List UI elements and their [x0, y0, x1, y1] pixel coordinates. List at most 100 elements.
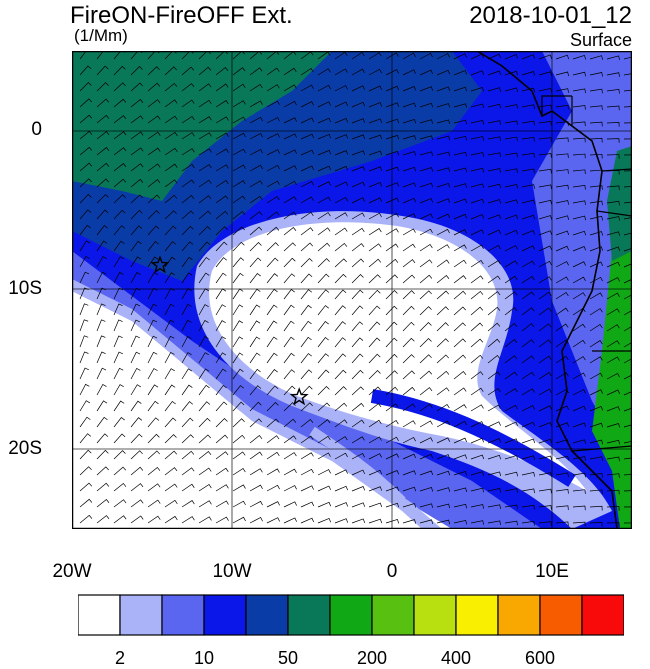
wind-barb [232, 418, 245, 428]
wind-barb [385, 370, 398, 380]
wind-barb [453, 454, 468, 460]
wind-barb [300, 452, 314, 460]
wind-barb [487, 103, 501, 109]
wind-barb [487, 338, 501, 348]
wind-barb [555, 505, 569, 510]
wind-barb [368, 274, 381, 284]
wind-barb [606, 277, 620, 284]
wind-barb [147, 147, 161, 156]
wind-barb [470, 53, 484, 60]
wind-barb [198, 516, 212, 524]
wind-barb [419, 213, 433, 220]
x-tick-label-10e: 10E [535, 561, 569, 582]
wind-barb [606, 200, 620, 206]
wind-barb [164, 272, 176, 284]
wind-barb [623, 106, 632, 108]
wind-barb [181, 319, 192, 332]
wind-barb [521, 136, 535, 142]
wind-barb [164, 499, 178, 508]
wind-barb [198, 483, 212, 492]
wind-barb [555, 372, 569, 380]
wind-barb [164, 131, 178, 140]
wind-barb [130, 319, 140, 332]
wind-barb [351, 469, 365, 476]
wind-barb [623, 263, 632, 268]
wind-barb [96, 367, 107, 380]
wind-barb [266, 288, 278, 300]
wind-barb [249, 368, 261, 380]
wind-barb [232, 467, 246, 476]
wind-barb [368, 305, 381, 316]
wind-barb [453, 119, 467, 125]
wind-barb [470, 244, 484, 252]
wind-barb [232, 211, 246, 220]
wind-barb [232, 241, 245, 252]
wind-barb [198, 417, 211, 428]
wind-barb [368, 68, 382, 76]
wind-barb [419, 338, 432, 348]
wind-barb [436, 151, 451, 157]
wind-barb [504, 104, 518, 109]
wind-barb [368, 386, 382, 396]
wind-barb [215, 467, 229, 476]
wind-barb [181, 163, 195, 172]
wind-barb [572, 356, 586, 364]
wind-barb [130, 256, 142, 268]
wind-barb [470, 338, 484, 348]
wind-barb [606, 154, 620, 159]
wind-barb [181, 303, 192, 316]
wind-barb [436, 420, 450, 428]
level-label: Surface [569, 30, 632, 50]
wind-barb [538, 54, 553, 60]
wind-barb [232, 164, 246, 172]
wind-barb [249, 336, 261, 348]
wind-barb [113, 319, 123, 332]
wind-barb [164, 483, 178, 492]
wind-barb [147, 433, 160, 444]
wind-barb [538, 245, 552, 252]
wind-barb [215, 500, 229, 508]
wind-barb [572, 105, 586, 110]
wind-barb [623, 217, 632, 220]
wind-barb [147, 515, 161, 524]
wind-barb [147, 82, 161, 92]
wind-barb [555, 472, 569, 478]
wind-barb [113, 303, 123, 316]
wind-barb [555, 88, 569, 93]
wind-barb [385, 274, 398, 284]
wind-barb [419, 182, 434, 188]
wind-barb [589, 185, 603, 190]
wind-barb [283, 257, 296, 268]
wind-barb [351, 486, 366, 492]
wind-barb [402, 290, 415, 300]
wind-barb [266, 501, 280, 508]
wind-barb [623, 473, 632, 476]
wind-barb [368, 134, 383, 140]
wind-barb [181, 66, 195, 76]
wind-barb [606, 406, 621, 412]
wind-barb [198, 467, 212, 476]
wind-barb [538, 184, 552, 190]
wind-barb [555, 489, 569, 494]
wind-barb [385, 420, 399, 428]
wind-barb [300, 336, 312, 348]
wind-barb [317, 321, 329, 332]
wind-barb [130, 450, 143, 460]
wind-barb [402, 370, 415, 380]
wind-barb [215, 164, 229, 172]
wind-barb [470, 214, 485, 220]
wind-barb [589, 372, 603, 380]
wind-barb [351, 243, 365, 252]
wind-barb [300, 353, 312, 364]
wind-barb [589, 422, 604, 428]
wind-barb [538, 215, 553, 220]
wind-barb [572, 246, 587, 252]
wind-barb [572, 439, 587, 444]
wind-barb [164, 450, 178, 460]
wind-barb [606, 423, 621, 428]
wind-barb [521, 245, 535, 252]
wind-barb [130, 303, 141, 316]
wind-barb [504, 488, 518, 493]
wind-barb [419, 102, 434, 108]
wind-barb [283, 468, 297, 476]
